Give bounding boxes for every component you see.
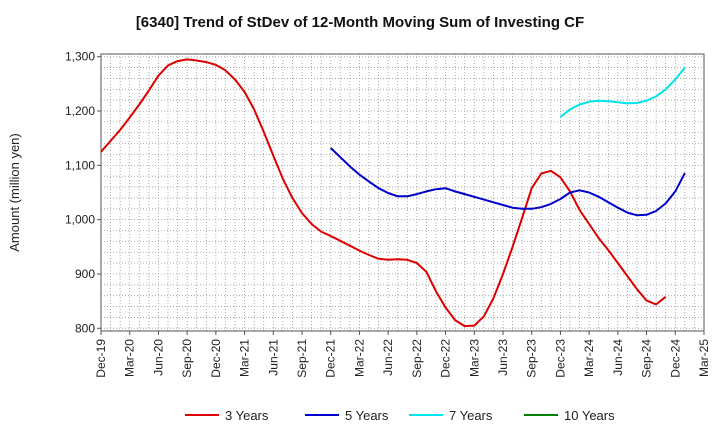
chart-title: [6340] Trend of StDev of 12-Month Moving… [135, 14, 585, 31]
x-tick-label: Mar-25 [697, 339, 711, 377]
legend-label: 10 Years [564, 408, 615, 423]
x-tick-label: Mar-24 [582, 339, 596, 377]
series-line-7-years [559, 66, 686, 118]
x-tick-label: Sep-20 [180, 339, 194, 378]
x-tick-label: Dec-23 [553, 339, 567, 378]
y-tick-label: 900 [75, 267, 95, 281]
x-tick-label: Jun-24 [611, 339, 625, 376]
legend-label: 3 Years [225, 408, 269, 423]
x-tick-label: Dec-22 [439, 339, 453, 378]
x-tick-label: Jun-23 [496, 339, 510, 376]
x-tick-label: Mar-20 [123, 339, 137, 377]
x-tick-label: Mar-21 [238, 339, 252, 377]
legend-label: 7 Years [449, 408, 493, 423]
x-tick-label: Dec-24 [668, 339, 682, 378]
y-tick-label: 1,200 [65, 104, 95, 118]
y-tick-label: 1,100 [65, 158, 95, 172]
y-tick-label: 1,000 [65, 213, 95, 227]
plot-area [101, 54, 704, 331]
y-tick-label: 800 [75, 321, 95, 335]
x-tick-label: Sep-24 [640, 339, 654, 378]
legend-label: 5 Years [345, 408, 389, 423]
x-tick-label: Mar-22 [352, 339, 366, 377]
x-tick-label: Dec-20 [209, 339, 223, 378]
x-tick-label: Mar-23 [467, 339, 481, 377]
y-axis-label: Amount (million yen) [7, 133, 22, 252]
x-tick-label: Dec-21 [324, 339, 338, 378]
x-tick-label: Sep-22 [410, 339, 424, 378]
x-tick-label: Sep-21 [295, 339, 309, 378]
series-line-5-years [330, 147, 686, 217]
y-tick-label: 1,300 [65, 50, 95, 64]
plot-border [100, 53, 705, 332]
x-tick-label: Jun-22 [381, 339, 395, 376]
x-tick-label: Jun-20 [151, 339, 165, 376]
x-tick-label: Jun-21 [266, 339, 280, 376]
x-tick-label: Sep-23 [525, 339, 539, 378]
series-line-3-years [100, 58, 667, 328]
x-tick-label: Dec-19 [94, 339, 108, 378]
